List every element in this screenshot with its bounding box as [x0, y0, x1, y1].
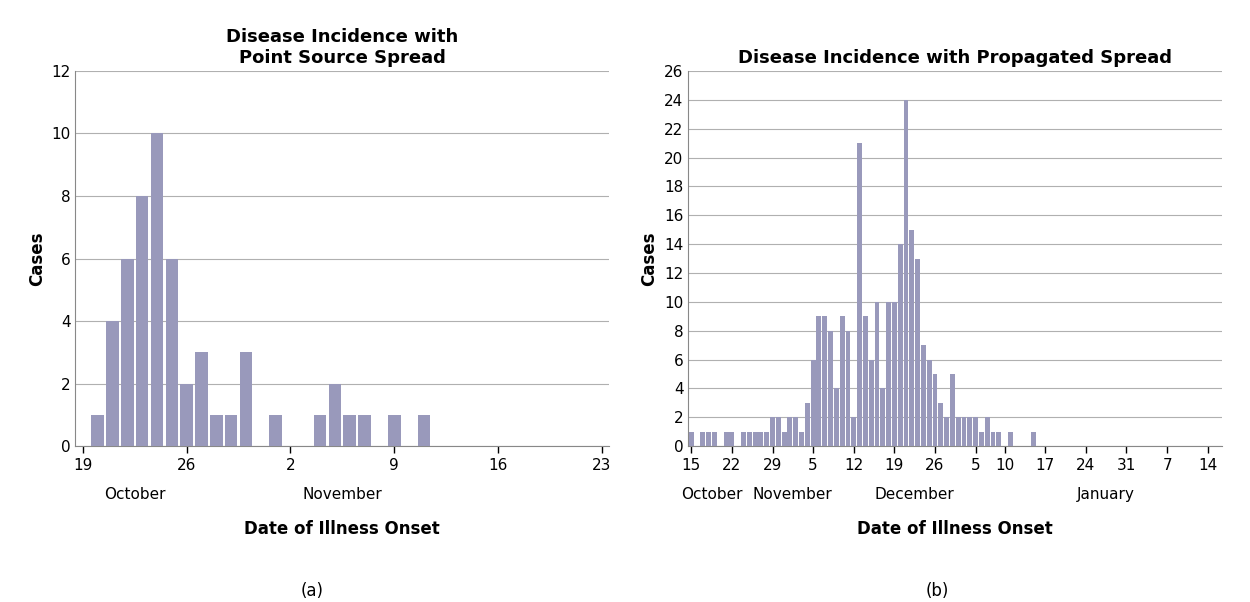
Text: November: November — [752, 486, 833, 501]
Bar — [106, 321, 119, 446]
Bar — [985, 417, 990, 446]
Bar — [759, 432, 764, 446]
Bar — [979, 432, 984, 446]
Bar — [950, 374, 955, 446]
Bar — [828, 330, 832, 446]
Bar — [956, 417, 961, 446]
Bar — [811, 359, 815, 446]
Bar — [961, 417, 966, 446]
Bar — [869, 359, 874, 446]
Bar — [880, 388, 885, 446]
Bar — [730, 432, 735, 446]
Bar — [939, 403, 944, 446]
Bar — [770, 417, 775, 446]
Bar — [898, 244, 902, 446]
Bar — [741, 432, 746, 446]
Bar — [915, 258, 920, 446]
Bar — [165, 258, 179, 446]
Bar — [904, 100, 909, 446]
Bar — [862, 316, 867, 446]
Bar — [921, 345, 926, 446]
Bar — [269, 415, 282, 446]
Bar — [851, 417, 856, 446]
Bar — [996, 432, 1001, 446]
Bar — [816, 316, 821, 446]
Bar — [926, 359, 931, 446]
Bar — [764, 432, 769, 446]
Text: November: November — [302, 486, 382, 501]
Bar — [314, 415, 326, 446]
Bar — [344, 415, 356, 446]
Bar — [944, 417, 949, 446]
Y-axis label: Cases: Cases — [640, 231, 659, 286]
Bar — [858, 143, 862, 446]
X-axis label: 

Date of Illness Onset: Date of Illness Onset — [245, 479, 440, 538]
Bar — [834, 388, 839, 446]
Bar — [752, 432, 758, 446]
Bar — [990, 432, 995, 446]
Bar — [1031, 432, 1036, 446]
Bar — [151, 134, 164, 446]
X-axis label: 

Date of Illness Onset: Date of Illness Onset — [858, 479, 1054, 538]
Bar — [875, 302, 880, 446]
Bar — [225, 415, 238, 446]
Bar — [240, 352, 252, 446]
Bar — [805, 403, 810, 446]
Bar — [776, 417, 781, 446]
Bar — [781, 432, 786, 446]
Bar — [799, 432, 804, 446]
Bar — [91, 415, 104, 446]
Text: (a): (a) — [301, 582, 324, 600]
Title: Disease Incidence with Propagated Spread: Disease Incidence with Propagated Spread — [739, 49, 1172, 67]
Bar — [794, 417, 799, 446]
Y-axis label: Cases: Cases — [28, 231, 46, 286]
Bar — [724, 432, 729, 446]
Bar — [706, 432, 711, 446]
Bar — [932, 374, 938, 446]
Text: December: December — [875, 486, 955, 501]
Bar — [968, 417, 972, 446]
Bar — [121, 258, 134, 446]
Bar — [210, 415, 222, 446]
Bar — [689, 432, 694, 446]
Bar — [180, 383, 192, 446]
Bar — [700, 432, 705, 446]
Text: (b): (b) — [926, 582, 949, 600]
Bar — [195, 352, 208, 446]
Bar — [712, 432, 717, 446]
Text: October: October — [104, 486, 165, 501]
Bar — [822, 316, 828, 446]
Bar — [136, 196, 149, 446]
Bar — [886, 302, 891, 446]
Bar — [909, 229, 914, 446]
Bar — [1008, 432, 1013, 446]
Title: Disease Incidence with
Point Source Spread: Disease Incidence with Point Source Spre… — [226, 28, 459, 67]
Bar — [845, 330, 850, 446]
Bar — [418, 415, 430, 446]
Bar — [359, 415, 371, 446]
Text: October: October — [681, 486, 742, 501]
Bar — [746, 432, 751, 446]
Bar — [329, 383, 341, 446]
Text: January: January — [1078, 486, 1135, 501]
Bar — [892, 302, 896, 446]
Bar — [974, 417, 978, 446]
Bar — [788, 417, 792, 446]
Bar — [840, 316, 845, 446]
Bar — [388, 415, 400, 446]
